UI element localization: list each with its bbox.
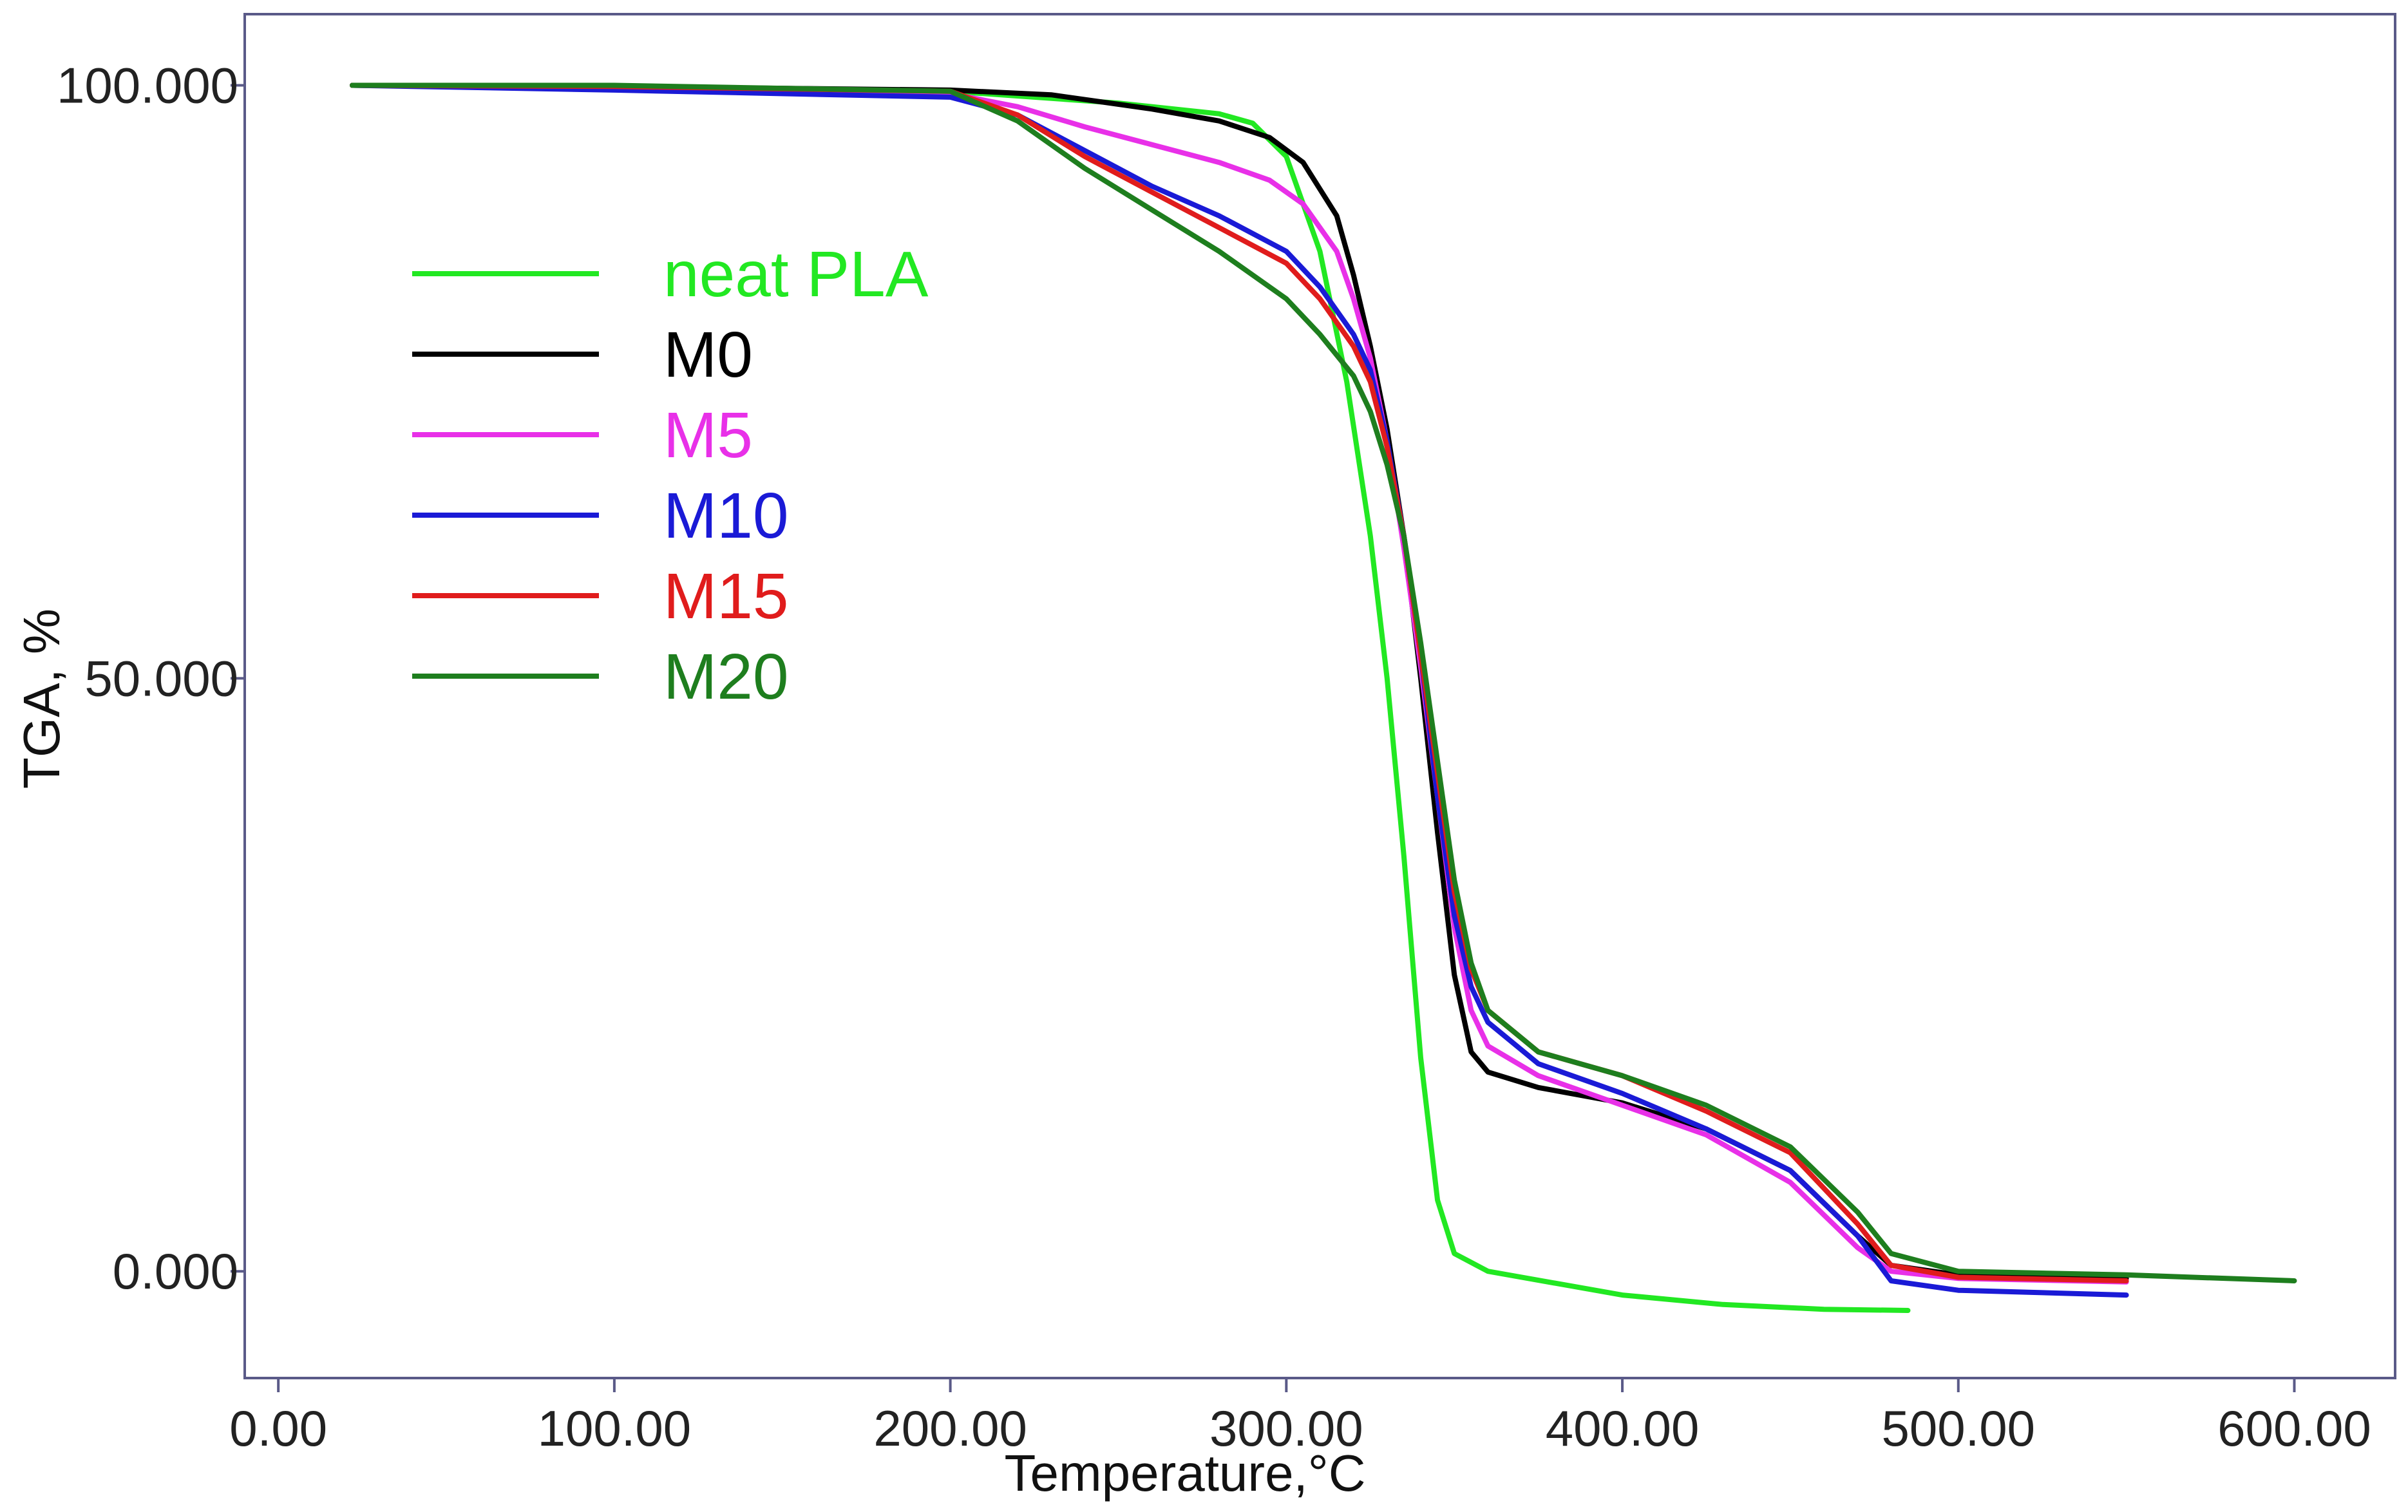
x-tick-label: 500.00 — [1881, 1400, 2035, 1457]
legend: neat PLA M0 M5 M10 M15 M20 — [412, 238, 929, 713]
y-tick-label: 100.000 — [57, 57, 238, 114]
x-tick-label: 400.00 — [1546, 1400, 1700, 1457]
series-line-m20 — [350, 82, 2297, 1283]
y-tick-label: 50.000 — [84, 650, 238, 706]
x-axis-title: Temperature,°C — [1004, 1444, 1365, 1502]
x-tick-label: 0.00 — [229, 1400, 327, 1457]
y-axis-ticks: 0.000 50.000 100.000 — [57, 57, 245, 1299]
y-tick-label: 0.000 — [113, 1243, 238, 1299]
x-tick-label: 200.00 — [873, 1400, 1027, 1457]
legend-label-m15: M15 — [663, 560, 789, 632]
x-axis-ticks: 0.00 100.00 200.00 300.00 400.00 500.00 600.00 — [229, 1378, 2371, 1457]
plot-frame — [243, 13, 2396, 1379]
y-axis-title: TGA, % — [13, 609, 70, 789]
legend-label-m20: M20 — [663, 641, 789, 713]
x-tick-label: 300.00 — [1209, 1400, 1363, 1457]
x-tick-label: 600.00 — [2217, 1400, 2371, 1457]
legend-label-m10: M10 — [663, 480, 789, 552]
x-tick-label: 100.00 — [538, 1400, 692, 1457]
legend-label-neat-pla: neat PLA — [663, 238, 929, 310]
legend-label-m5: M5 — [663, 399, 753, 471]
legend-label-m0: M0 — [663, 319, 753, 391]
series-layer — [350, 82, 2297, 1313]
